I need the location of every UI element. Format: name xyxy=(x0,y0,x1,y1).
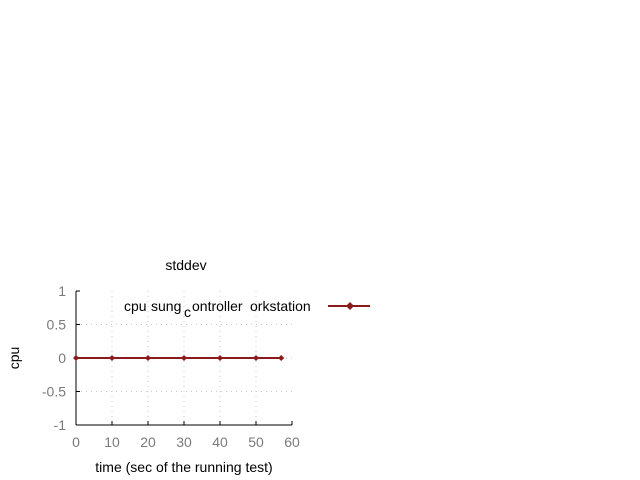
data-point xyxy=(145,355,151,361)
data-point xyxy=(253,355,259,361)
y-tick-label: 0.5 xyxy=(47,317,67,333)
legend-marker xyxy=(346,302,354,310)
y-tick-label: -1 xyxy=(54,417,67,433)
x-tick-label: 40 xyxy=(212,434,228,450)
x-tick-label: 10 xyxy=(104,434,120,450)
y-tick-label: 0 xyxy=(58,350,66,366)
y-tick-label: 1 xyxy=(58,283,66,299)
legend-label-subscript: c xyxy=(184,304,191,320)
x-tick-label: 0 xyxy=(72,434,80,450)
data-point xyxy=(181,355,187,361)
legend-label-part-2: sung xyxy=(151,298,181,314)
legend: cpu sung c ontroller orkstation xyxy=(124,298,370,320)
x-tick-label: 30 xyxy=(176,434,192,450)
y-axis-title: cpu xyxy=(6,347,22,370)
legend-label-part-4: orkstation xyxy=(250,298,311,314)
chart-title: stddev xyxy=(165,257,206,273)
series-layer xyxy=(73,355,285,361)
x-axis-ticks: 0 10 20 30 40 50 60 xyxy=(72,421,300,450)
legend-label-part-3: ontroller xyxy=(192,298,243,314)
data-point xyxy=(278,355,285,361)
x-tick-label: 20 xyxy=(140,434,156,450)
x-tick-label: 50 xyxy=(248,434,264,450)
x-tick-label: 60 xyxy=(284,434,300,450)
data-point xyxy=(109,355,115,361)
legend-label-part-1: cpu xyxy=(124,298,147,314)
data-point xyxy=(73,355,79,361)
data-point xyxy=(217,355,223,361)
y-tick-label: -0.5 xyxy=(42,384,66,400)
x-axis-title: time (sec of the running test) xyxy=(95,459,272,475)
y-axis-ticks: -1 -0.5 0 0.5 1 xyxy=(42,283,80,433)
